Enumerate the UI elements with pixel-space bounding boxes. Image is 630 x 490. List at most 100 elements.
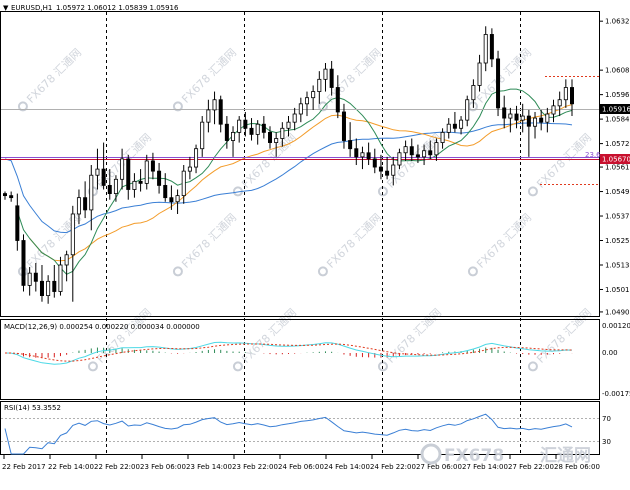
candle-body [144,160,149,184]
candle-body [212,99,217,111]
time-tick-label: 23 Feb 14:00 [186,463,232,471]
price-tick-label: 1.05130 [605,261,630,269]
support-price-label: 1.05670 [602,156,630,164]
time-tick-label: 27 Feb 14:00 [462,463,508,471]
time-tick-label: 28 Feb 06:00 [554,463,600,471]
candle-body [39,280,44,296]
candle-body [206,109,211,123]
candle-body [354,148,359,158]
candle-body [385,170,390,176]
macd-tick-zero: 0.00 [602,349,618,357]
candle-body [255,123,260,135]
price-tick-label: 1.05725 [605,140,630,148]
fib-label: 23.6 [585,151,601,159]
price-tick-label: 1.05370 [605,213,630,221]
candle-body [428,150,433,156]
candle-body [489,34,494,60]
time-axis: 22 Feb 2017 22 Feb 14:00 22 Feb 22:00 23 Fe… [2,455,600,471]
candle-body [132,180,137,190]
rsi-panel-frame [0,401,600,455]
candle-body [520,115,525,121]
candle-body [280,127,285,139]
ma-blue-line [4,122,573,234]
ma-orange-line [29,104,573,262]
candle-body [471,85,476,101]
rsi-tick-30: 30 [602,438,611,446]
candle-body [27,272,32,286]
candle-body [274,138,279,143]
time-tick-label: 24 Feb 22:00 [370,463,416,471]
candle-body [83,197,88,211]
candle-body [33,272,38,282]
ohlc-header: 1.05972 1.06012 1.05839 1.05916 [56,4,179,12]
candle-body [366,152,371,160]
candle-body [120,158,125,180]
candle-body [58,264,63,292]
chart-symbol-triangle: ▼ [3,4,9,12]
price-tick-label: 1.04900 [605,308,630,316]
candle-body [360,152,365,158]
candle-body [533,117,538,127]
candle-body [231,131,236,141]
candle-body [502,107,507,119]
time-tick-label: 22 Feb 2017 [2,463,46,471]
macd-line [4,341,573,365]
chart-symbol: EURUSD,H1 [11,4,52,12]
price-tick-label: 1.05610 [605,164,630,172]
time-tick-label: 24 Feb 06:00 [278,463,324,471]
candle-body [508,113,513,119]
candle-body [243,119,248,129]
svg-text:FX678: FX678 [444,446,504,466]
candle-body [348,140,353,150]
candle-body [268,131,273,143]
candle-body [15,205,20,241]
candle-body [150,160,155,172]
price-tick-label: 1.05845 [605,116,630,124]
candle-body [372,158,377,168]
macd-label: MACD(12,26,9) 0.000254 0.000220 0.000034… [4,323,200,331]
candle-body [465,99,470,121]
price-axis: 1.06325 1.06085 1.05965 1.05845 1.05725 1.056… [599,18,630,316]
candle-body [249,127,254,135]
candle-body [311,91,316,99]
time-tick-label: 27 Feb 06:00 [416,463,462,471]
candle-body [483,34,488,64]
candle-body [76,197,81,215]
candle-body [539,117,544,123]
candle-body [101,168,106,186]
time-tick-label: 23 Feb 06:00 [140,463,186,471]
main-panel-frame [0,11,600,317]
rsi-tick-70: 70 [602,415,611,423]
watermark-logo: FX678 汇通网 [420,443,591,466]
candle-body [403,146,408,154]
price-tick-label: 1.06325 [605,18,630,26]
candle-body [261,123,266,133]
candle-body [459,119,464,129]
candle-body [570,87,575,105]
candle-body [415,154,420,158]
support-price-tag [600,154,630,164]
time-tick-label: 22 Feb 14:00 [48,463,94,471]
time-tick-label: 27 Feb 22:00 [508,463,554,471]
candle-body [452,123,457,129]
candle-body [514,113,519,121]
candle-body [138,180,143,184]
candle-body [237,119,242,133]
time-tick-label: 23 Feb 22:00 [232,463,278,471]
candle-body [200,121,205,150]
candle-body [52,280,57,292]
candle-body [545,113,550,123]
candle-body [187,166,192,172]
candle-body [551,105,556,115]
candle-body [89,174,94,211]
price-tick-label: 1.06085 [605,67,630,75]
time-tick-label: 22 Feb 22:00 [94,463,140,471]
macd-signal-line [5,343,573,362]
candle-body [304,97,309,105]
macd-tick-bottom: -0.00175 [602,390,630,398]
candle-body [218,99,223,125]
candle-body [70,213,75,256]
macd-tick-top: 0.001202 [602,322,630,330]
candle-body [323,68,328,80]
